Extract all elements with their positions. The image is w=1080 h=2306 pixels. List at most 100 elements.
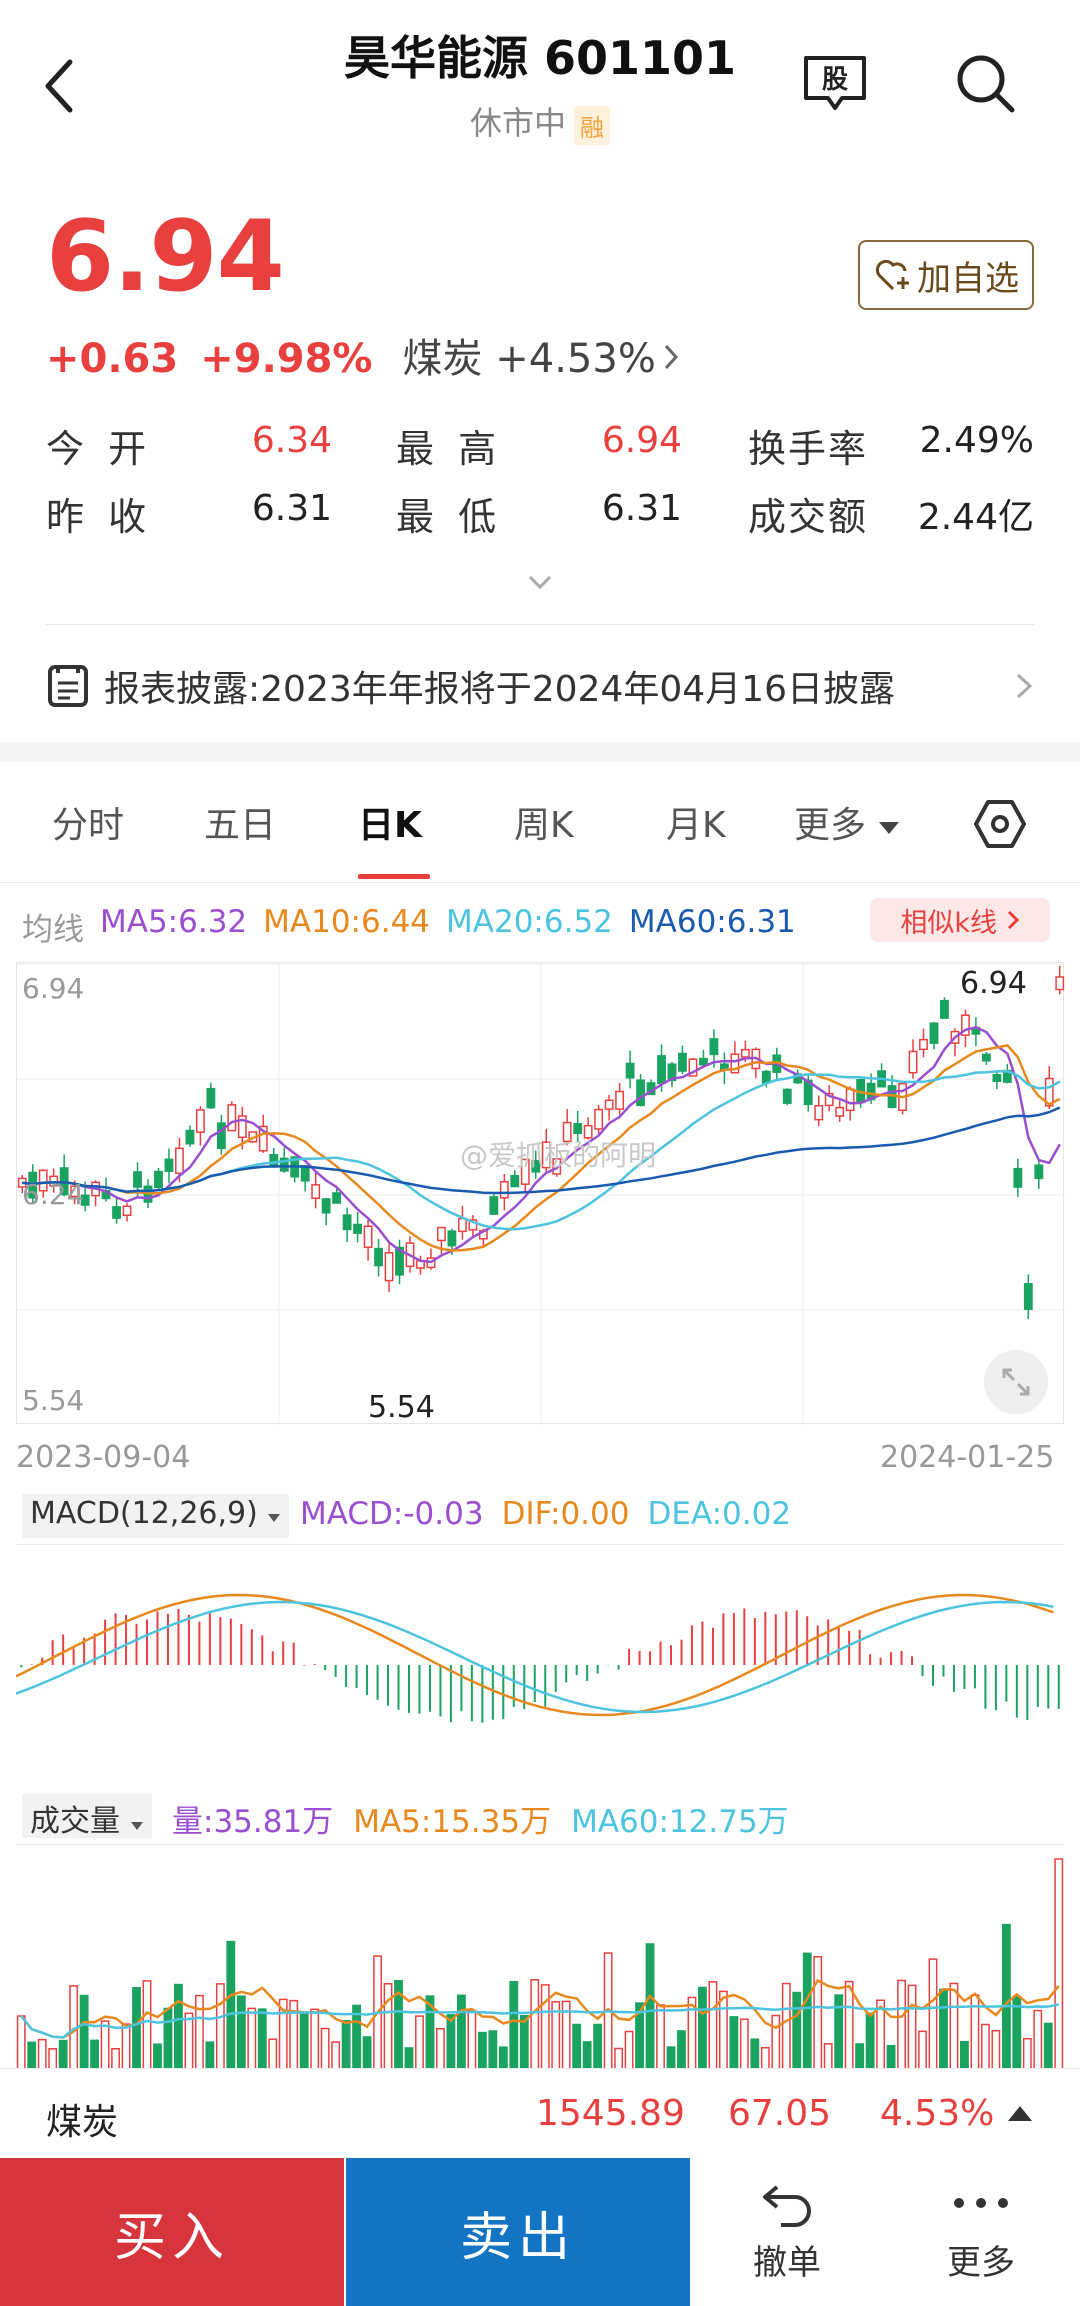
volume-bar (48, 2048, 58, 2070)
volume-bar (268, 2038, 278, 2070)
buy-button[interactable]: 买入 (0, 2158, 344, 2306)
price-axis-top: 6.94 (22, 972, 85, 1005)
triangle-up-icon[interactable] (1006, 2103, 1034, 2123)
volume-bar (960, 2040, 969, 2070)
report-text: 报表披露:2023年年报将于2024年04月16日披露 (104, 669, 895, 710)
volume-bar (823, 2043, 833, 2070)
more-button[interactable]: 更多 (886, 2158, 1076, 2306)
tab-five-day[interactable]: 五日 (204, 805, 277, 846)
similar-kline-button[interactable]: 相似k线 (870, 898, 1050, 942)
volume-selector[interactable]: 成交量 (22, 1794, 152, 1839)
candle-body (195, 1109, 205, 1133)
volume-bar (111, 2048, 120, 2070)
kline-chart[interactable] (16, 962, 1065, 1425)
sector-pct: +4.53% (495, 336, 656, 382)
current-price: 6.94 (46, 200, 285, 314)
volume-bar (174, 1983, 183, 2070)
candle-body (520, 1158, 530, 1185)
tab-intraday[interactable]: 分时 (52, 805, 125, 846)
report-icon (48, 665, 88, 707)
tab-monthly-k[interactable]: 月K (666, 805, 726, 846)
candle-body (594, 1108, 604, 1130)
back-icon[interactable] (40, 56, 80, 116)
high-label: 最 高 (396, 427, 503, 471)
search-icon[interactable] (954, 52, 1018, 116)
volume-bar (477, 2031, 487, 2070)
candle-body (185, 1129, 195, 1145)
candle-body (688, 1058, 698, 1077)
margin-badge: 融 (574, 105, 610, 145)
macd-chart[interactable] (15, 1544, 1064, 1782)
candle-body (269, 1153, 279, 1168)
candle-body (929, 1022, 939, 1044)
candle-body (384, 1252, 394, 1282)
chart-settings-icon[interactable] (972, 796, 1028, 852)
volume-chart[interactable] (16, 1844, 1064, 2070)
candle-body (992, 1073, 1002, 1082)
report-disclosure-row[interactable]: 报表披露:2023年年报将于2024年04月16日披露 (46, 654, 1034, 718)
candle-body (447, 1230, 457, 1247)
candle-body (206, 1088, 216, 1109)
candle-body (699, 1057, 708, 1066)
tab-more-label: 更多 (794, 805, 867, 846)
dif-value: DIF:0.00 (501, 1496, 630, 1532)
expand-chevron-icon[interactable] (528, 574, 552, 590)
volume-bar (132, 1987, 141, 2070)
volume-bar (121, 2023, 131, 2070)
candle-body (562, 1121, 572, 1143)
candle-body (1013, 1167, 1023, 1188)
stock-info-icon[interactable]: 股 (802, 54, 868, 114)
candle-body (80, 1194, 90, 1206)
candle-body (112, 1206, 121, 1219)
triangle-down-icon (130, 1822, 143, 1830)
turnover-amount-value: 2.44亿 (917, 497, 1034, 538)
fullscreen-button[interactable] (984, 1350, 1048, 1414)
ma60-value: MA60:6.31 (628, 904, 796, 940)
dif-line (15, 1593, 1054, 1717)
volume-bar (750, 2038, 760, 2070)
candle-body (657, 1055, 666, 1085)
candle-body (175, 1147, 184, 1175)
sector-link[interactable]: 煤炭 +4.53% (403, 336, 680, 382)
high-value: 6.94 (601, 420, 682, 461)
volume-bar (771, 2014, 781, 2070)
volume-legend: 量:35.81万 MA5:15.35万 MA60:12.75万 (172, 1796, 789, 1841)
volume-bar (436, 2027, 445, 2070)
volume-bar (844, 1980, 854, 2070)
volume-bar (708, 1981, 718, 2070)
watermark: @爱抓板的阿明 (460, 1139, 657, 1172)
market-status: 休市中融 (0, 98, 1080, 145)
macd-legend: MACD:-0.03 DIF:0.00 DEA:0.02 (300, 1496, 791, 1532)
tab-weekly-k[interactable]: 周K (514, 805, 574, 846)
volume-bar (865, 2012, 875, 2070)
candle-body (541, 1141, 551, 1169)
candle-body (510, 1174, 520, 1188)
tab-daily-k[interactable]: 日K (358, 805, 422, 846)
candle-body (625, 1062, 635, 1079)
candle-body (279, 1157, 289, 1172)
prev-close-label: 昨 收 (46, 495, 153, 539)
candle-body (457, 1217, 467, 1233)
volume-bar (467, 2010, 477, 2070)
volume-bar (383, 1983, 393, 2070)
candle-body (363, 1225, 373, 1248)
sector-bar-pct: 4.53% (880, 2093, 995, 2134)
volume-bar (530, 1979, 540, 2070)
volume-bar (698, 1986, 707, 2070)
volume-bar (792, 1991, 802, 2070)
sector-bar-name: 煤炭 (46, 2102, 119, 2143)
candle-body (437, 1226, 446, 1242)
volume-bar (27, 2041, 37, 2070)
cancel-order-button[interactable]: 撤单 (692, 2158, 882, 2306)
add-watchlist-button[interactable]: 加自选 (858, 240, 1034, 310)
sector-bar[interactable]: 煤炭 1545.89 67.05 4.53% (0, 2068, 1080, 2158)
sell-button[interactable]: 卖出 (346, 2158, 690, 2306)
volume-bar (58, 2039, 68, 2070)
tab-more[interactable]: 更多 (794, 796, 901, 848)
volume-bar (331, 2041, 341, 2070)
volume-bar (949, 1982, 959, 2070)
macd-selector[interactable]: MACD(12,26,9) (22, 1494, 290, 1538)
candle-body (374, 1247, 383, 1267)
section-gap (0, 742, 1080, 762)
candle-body (835, 1106, 845, 1117)
